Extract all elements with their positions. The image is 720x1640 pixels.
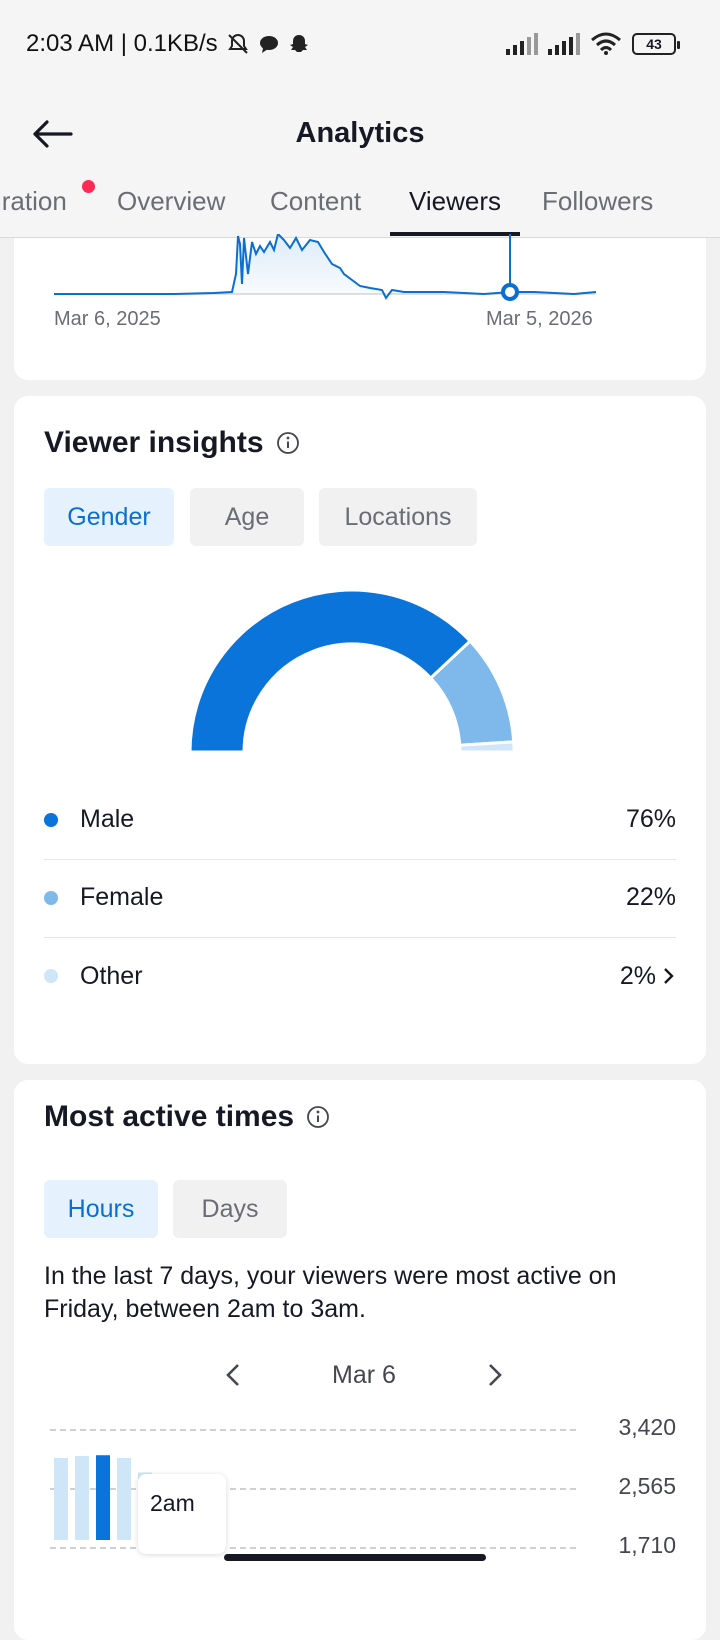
chat-bubble-icon xyxy=(259,36,278,53)
y-tick-label: 2,565 xyxy=(618,1473,676,1499)
chevron-right-icon xyxy=(664,968,674,984)
wifi-icon xyxy=(591,32,621,55)
filter-locations[interactable]: Locations xyxy=(319,488,477,546)
viewers-trend-card: Mar 6, 2025 Mar 5, 2026 xyxy=(14,234,706,380)
filter-days[interactable]: Days xyxy=(173,1180,287,1238)
trend-line xyxy=(54,234,597,300)
filter-label: Hours xyxy=(67,1194,135,1223)
most-active-times-title: Most active times xyxy=(44,1100,330,1134)
status-right: 43 xyxy=(506,32,680,56)
viewer-insights-card: Viewer insights Gender Age Locations Mal… xyxy=(14,396,706,1064)
trend-area xyxy=(54,234,596,298)
filter-label: Age xyxy=(224,502,270,531)
section-title-text: Most active times xyxy=(44,1100,295,1133)
chevron-right-icon[interactable] xyxy=(474,1355,514,1395)
chevron-left-icon[interactable] xyxy=(214,1355,254,1395)
y-tick-label: 3,420 xyxy=(618,1414,676,1440)
y-tick-label: 1,710 xyxy=(618,1532,676,1558)
legend-dot-other xyxy=(44,969,58,983)
signal-1-icon xyxy=(506,33,538,55)
active-times-summary: In the last 7 days, your viewers were mo… xyxy=(44,1262,617,1323)
filter-gender[interactable]: Gender xyxy=(44,488,174,546)
viewer-insights-title: Viewer insights xyxy=(44,426,300,460)
home-indicator[interactable] xyxy=(224,1554,486,1561)
filter-label: Days xyxy=(201,1194,259,1223)
tab-label: Viewers xyxy=(409,186,502,216)
snapchat-ghost-icon xyxy=(289,35,308,52)
chart-end-label: Mar 5, 2026 xyxy=(486,308,593,330)
date-navigator: Mar 6 xyxy=(214,1350,514,1400)
tab-bar: iration Overview Content Viewers Followe… xyxy=(0,178,720,238)
notification-dot xyxy=(82,180,95,193)
signal-2-icon xyxy=(548,33,580,55)
legend-value: 76% xyxy=(625,805,676,833)
page-title: Analytics xyxy=(295,116,425,149)
tab-inspiration[interactable]: iration xyxy=(0,178,67,237)
tab-label: iration xyxy=(0,186,67,216)
legend-name: Female xyxy=(80,883,164,911)
legend-value-wrap: 2% xyxy=(620,962,676,991)
donut-segment-male[interactable] xyxy=(188,588,473,754)
donut-segment-other[interactable] xyxy=(458,740,516,754)
battery-level: 43 xyxy=(646,36,662,52)
bar-tooltip: 2am xyxy=(138,1474,226,1554)
grid-line xyxy=(50,1547,576,1549)
filter-label: Locations xyxy=(344,502,452,531)
grid-line xyxy=(50,1488,576,1490)
gender-half-donut-chart[interactable] xyxy=(14,586,706,786)
legend-value: 2% xyxy=(619,961,656,990)
arrow-left-icon xyxy=(33,120,73,148)
legend-dot-male xyxy=(44,812,58,827)
grid-line xyxy=(50,1429,576,1431)
status-time: 2:03 AM | 0.1KB/s xyxy=(26,30,218,57)
most-active-times-card: Most active times Hours Days In the last… xyxy=(14,1080,706,1640)
bar-12am[interactable] xyxy=(54,1457,68,1540)
tab-overview[interactable]: Overview xyxy=(117,178,226,237)
legend-row-other[interactable]: Other 2% xyxy=(44,936,676,1016)
filter-label: Gender xyxy=(67,502,151,531)
legend-row-female: Female 22% xyxy=(44,858,676,938)
status-left: 2:03 AM | 0.1KB/s xyxy=(26,30,310,58)
tab-label: Followers xyxy=(542,186,654,216)
app-header: Analytics xyxy=(0,88,720,178)
info-icon[interactable] xyxy=(276,431,300,455)
info-icon[interactable] xyxy=(306,1105,330,1129)
tab-label: Overview xyxy=(117,186,226,216)
legend-value: 22% xyxy=(625,883,676,911)
viewers-trend-chart[interactable] xyxy=(14,234,706,314)
tooltip-label: 2am xyxy=(150,1490,195,1516)
bar-2am[interactable] xyxy=(96,1455,110,1540)
tab-content[interactable]: Content xyxy=(270,178,362,237)
notifications-muted-icon xyxy=(227,33,248,54)
filter-age[interactable]: Age xyxy=(190,488,304,546)
date-label: Mar 6 xyxy=(332,1360,396,1389)
bar-3am[interactable] xyxy=(117,1457,131,1540)
section-title-text: Viewer insights xyxy=(44,426,264,459)
legend-dot-female xyxy=(44,890,58,905)
tab-followers[interactable]: Followers xyxy=(542,178,654,237)
bar-1am[interactable] xyxy=(75,1455,89,1540)
filter-hours[interactable]: Hours xyxy=(44,1180,158,1238)
chart-cursor-point[interactable] xyxy=(501,283,519,301)
tab-label: Content xyxy=(270,186,362,216)
legend-name: Male xyxy=(80,805,135,833)
legend-row-male: Male 76% xyxy=(44,780,676,860)
status-bar: 2:03 AM | 0.1KB/s xyxy=(0,0,720,88)
chart-start-label: Mar 6, 2025 xyxy=(54,308,161,330)
legend-name: Other xyxy=(80,961,143,990)
tab-viewers[interactable]: Viewers xyxy=(389,178,521,237)
battery-icon: 43 xyxy=(632,33,680,55)
back-button[interactable] xyxy=(28,112,76,156)
